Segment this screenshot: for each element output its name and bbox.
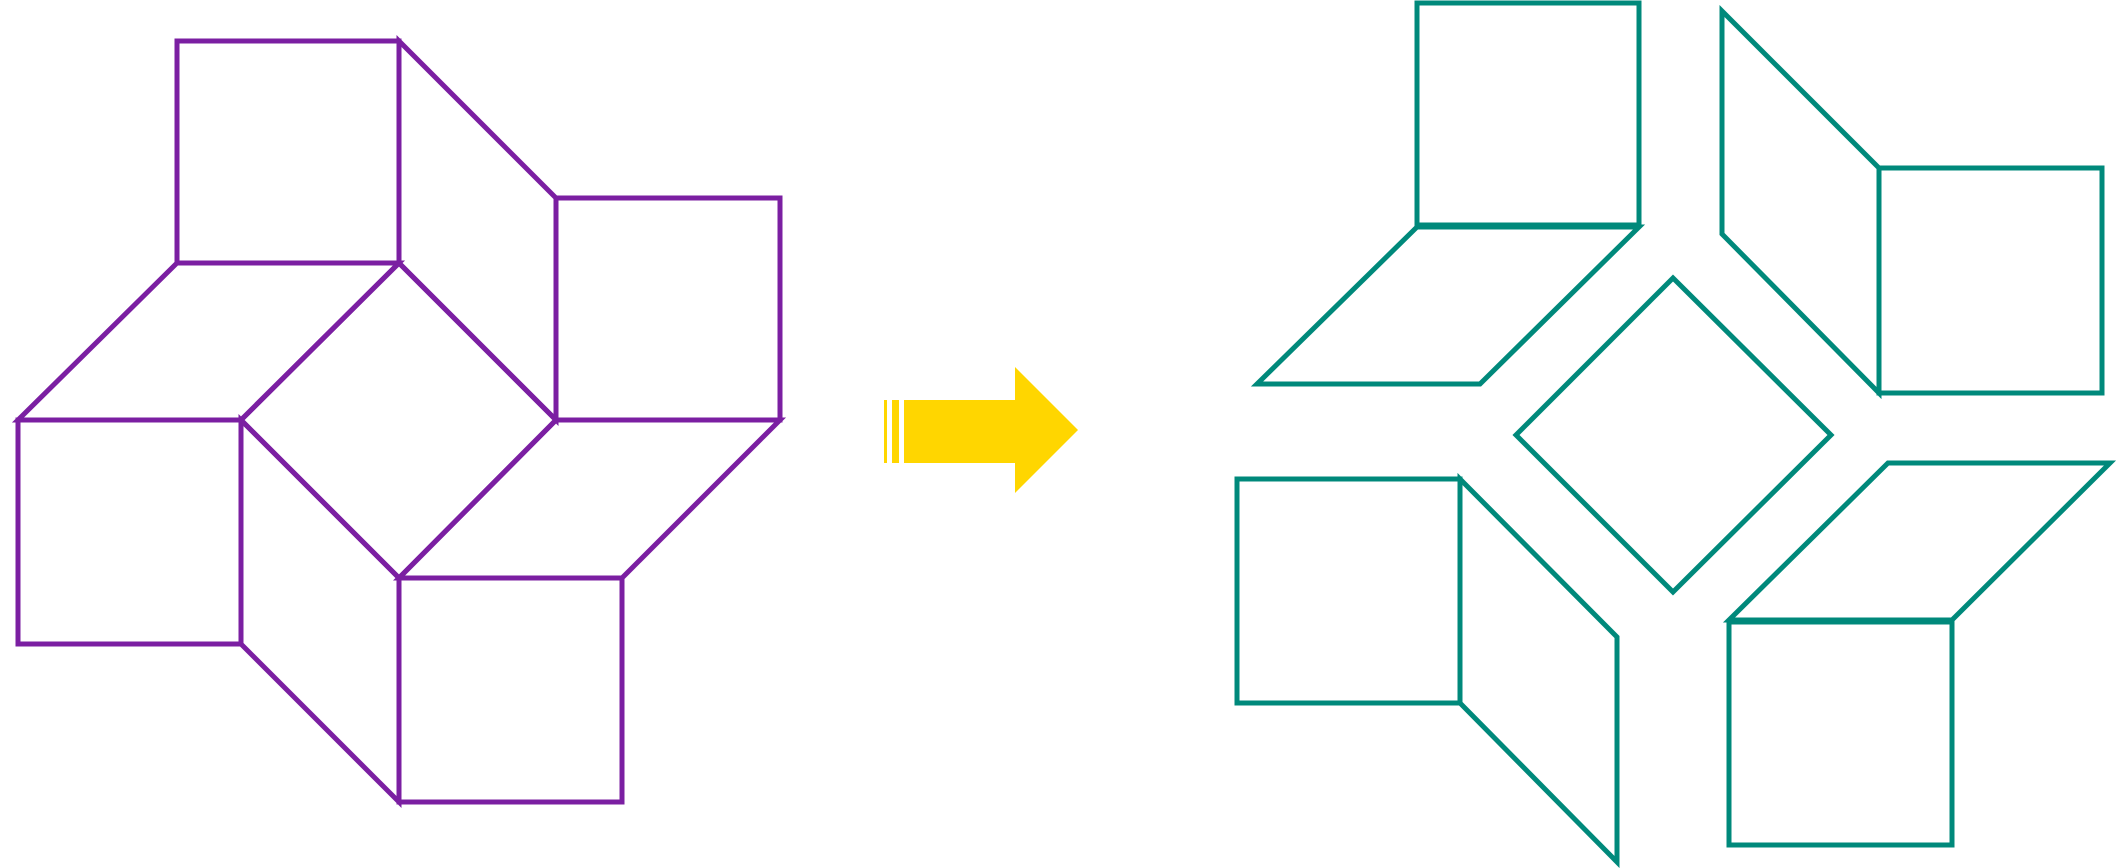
composite-bottom-square bbox=[396, 575, 625, 805]
composite-right-square bbox=[553, 195, 783, 423]
composite-bottom-right-rhombus bbox=[392, 417, 787, 581]
arrow-head-shaft bbox=[904, 367, 1078, 493]
composite-top-square bbox=[174, 38, 402, 266]
transformation-arrow bbox=[884, 367, 1078, 493]
exploded-top-right-rhombus bbox=[1719, 4, 1882, 400]
arrow-motion-line-2 bbox=[892, 400, 899, 463]
composite-figure bbox=[11, 34, 787, 809]
composite-left-square bbox=[15, 417, 244, 647]
exploded-right-square bbox=[1876, 165, 2105, 396]
exploded-center-square bbox=[1512, 274, 1835, 596]
composite-bottom-left-rhombus bbox=[238, 413, 402, 809]
exploded-bottom-square bbox=[1726, 619, 1955, 848]
exploded-top-square bbox=[1414, 0, 1642, 228]
exploded-figure bbox=[1234, 0, 2117, 868]
exploded-left-square bbox=[1234, 476, 1463, 706]
composite-top-right-rhombus bbox=[396, 34, 559, 427]
arrow-motion-line-1 bbox=[884, 400, 887, 463]
exploded-bottom-left-rhombus bbox=[1457, 472, 1620, 868]
composite-top-left-rhombus bbox=[11, 260, 406, 423]
exploded-bottom-right-rhombus bbox=[1722, 460, 2117, 623]
composite-center-square bbox=[237, 259, 560, 582]
exploded-top-rhombus bbox=[1250, 224, 1646, 387]
